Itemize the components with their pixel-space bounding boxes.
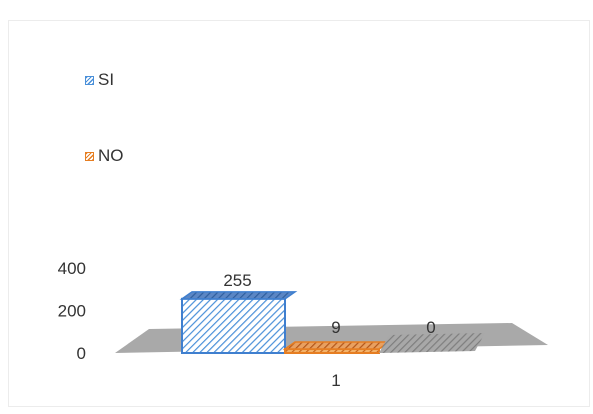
bar-series-3 [379,333,485,353]
y-axis: 400 200 0 [58,259,86,363]
data-labels: 255 9 0 [223,271,435,337]
data-label-series-3: 0 [426,318,435,337]
y-tick-label: 200 [58,302,86,321]
data-label-no: 9 [331,318,340,337]
legend-swatch-no [85,151,94,161]
y-tick-label: 400 [58,259,86,278]
category-label: 1 [331,371,340,390]
legend-item-si: SI [85,70,114,90]
legend-label-si: SI [98,70,115,89]
bar-top-no [282,341,392,350]
legend-label-no: NO [98,146,124,165]
legend-swatch-si [85,75,94,85]
bar-top-si [179,291,298,300]
y-tick-label: 0 [77,344,86,363]
bar-si [181,297,286,354]
legend-item-no: NO [85,146,124,166]
data-label-si: 255 [223,271,251,290]
bar-series [179,291,485,354]
